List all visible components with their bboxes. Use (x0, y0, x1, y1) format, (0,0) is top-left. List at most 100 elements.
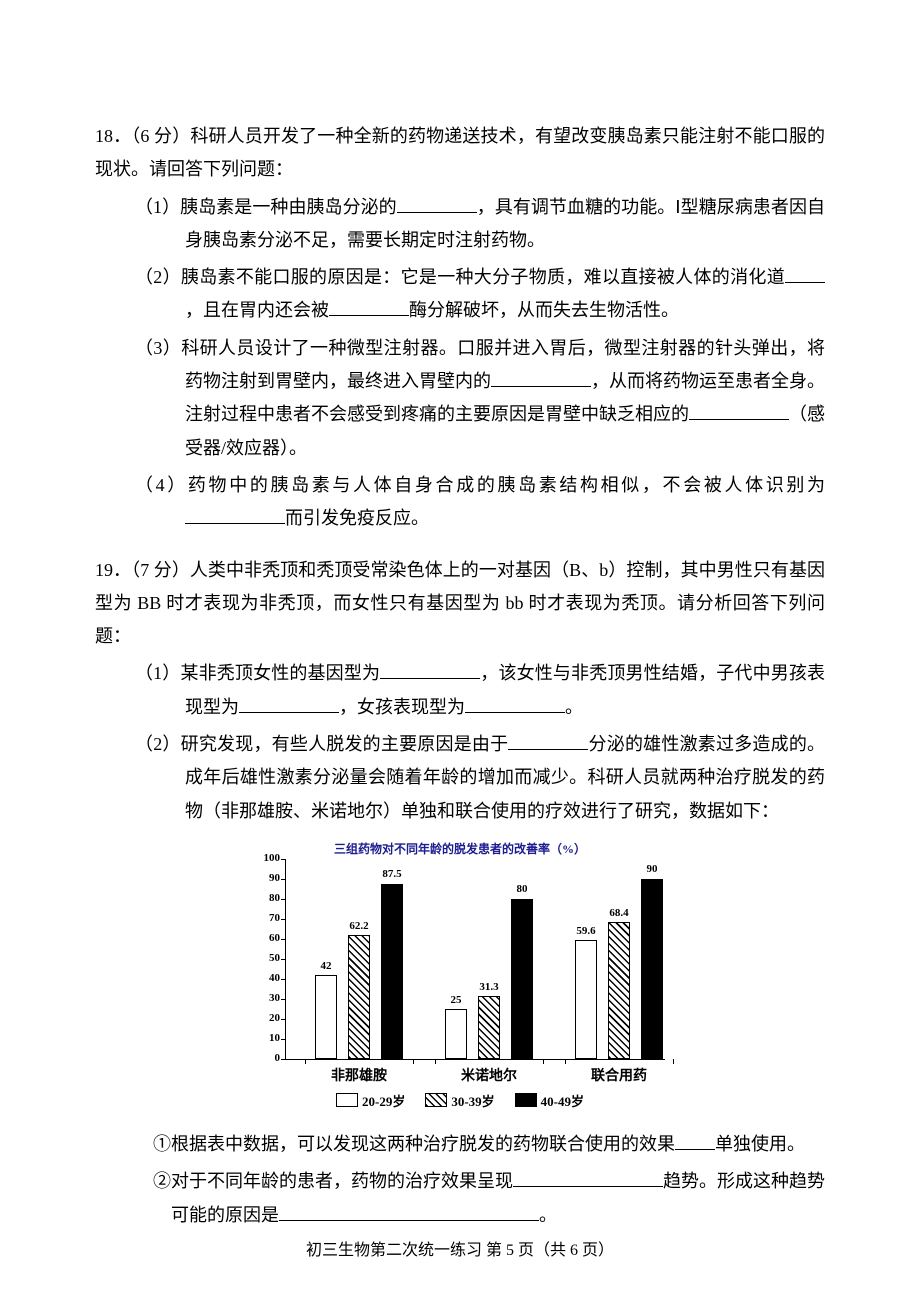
chart-title: 三组药物对不同年龄的脱发患者的改善率（%） (245, 840, 675, 857)
bar: 25 (445, 1009, 467, 1059)
x-tick (543, 1059, 544, 1064)
q19-s1: ①根据表中数据，可以发现这两种治疗脱发的药物联合使用的效果 单独使用。 (95, 1128, 825, 1161)
q18-p4-n: （4） (135, 475, 188, 495)
bar: 42 (315, 975, 337, 1059)
blank (785, 264, 825, 283)
y-tick (281, 899, 286, 900)
q19-s1-n: ① (153, 1134, 171, 1154)
chart-plot: 01020304050607080901004262.287.5非那雄胺2531… (245, 859, 675, 1089)
q18-p1: （1）胰岛素是一种由胰岛分泌的，具有调节血糖的功能。Ⅰ型糖尿病患者因自身胰岛素分… (95, 191, 825, 258)
bar-value-label: 62.2 (349, 920, 368, 932)
q19-p2-a: 研究发现，有些人脱发的主要原因是由于 (181, 734, 509, 754)
blank (279, 1202, 539, 1221)
blank (380, 660, 480, 679)
q19-p2-n: （2） (135, 734, 181, 754)
q18-points: 6 分 (140, 126, 172, 146)
q19-p1: （1）某非秃顶女性的基因型为，该女性与非秃顶男性结婚，子代中男孩表现型为，女孩表… (95, 657, 825, 724)
legend-swatch (425, 1093, 447, 1107)
q18-stem: 科研人员开发了一种全新的药物递送技术，有望改变胰岛素只能注射不能口服的现状。请回… (95, 126, 825, 179)
legend-label: 30-39岁 (451, 1091, 494, 1110)
q19-p1-c: ，女孩表现型为 (339, 697, 465, 717)
y-tick-label: 80 (245, 892, 280, 904)
blank (185, 505, 285, 524)
q18-p3-n: （3） (135, 338, 181, 358)
y-tick (281, 1059, 286, 1060)
y-tick (281, 939, 286, 940)
blank (491, 368, 591, 387)
q18-p3: （3）科研人员设计了一种微型注射器。口服并进入胃后，微型注射器的针头弹出，将药物… (95, 332, 825, 465)
y-tick (281, 959, 286, 960)
category-label: 米诺地尔 (445, 1065, 533, 1085)
q18-p2-a: 胰岛素不能口服的原因是：它是一种大分子物质，难以直接被人体的消化道 (181, 267, 785, 287)
q19-s1-b: 单独使用。 (715, 1134, 805, 1154)
page: 18．（6 分）科研人员开发了一种全新的药物递送技术，有望改变胰岛素只能注射不能… (0, 0, 920, 1300)
q18-p2-c: 酶分解破坏，从而失去生物活性。 (409, 300, 679, 320)
legend-swatch (336, 1093, 358, 1107)
chart-legend: 20-29岁 30-39岁 40-49岁 (245, 1091, 675, 1110)
q19-stem: 人类中非秃顶和秃顶受常染色体上的一对基因（B、b）控制，其中男性只有基因型为 B… (95, 560, 825, 647)
q19-s2-c: 。 (539, 1205, 557, 1225)
blank (675, 1131, 715, 1150)
y-tick (281, 999, 286, 1000)
x-tick (565, 1059, 566, 1064)
bar: 62.2 (348, 935, 370, 1059)
q19-s2-n: ② (153, 1171, 171, 1191)
q18-p4-b: 而引发免疫反应。 (285, 508, 429, 528)
bar: 68.4 (608, 922, 630, 1059)
blank (508, 731, 588, 750)
bar-value-label: 25 (451, 994, 462, 1006)
q18-head: 18．（6 分）科研人员开发了一种全新的药物递送技术，有望改变胰岛素只能注射不能… (95, 120, 825, 187)
y-tick (281, 879, 286, 880)
legend-label: 20-29岁 (362, 1091, 405, 1110)
q18-p2-b: ，且在胃内还会被 (185, 300, 329, 320)
blank (239, 694, 339, 713)
blank (329, 297, 409, 316)
q19-points: 7 分 (140, 560, 172, 580)
blank (689, 401, 789, 420)
legend-item: 30-39岁 (425, 1091, 494, 1110)
bar-group: 25 31.3 80 (445, 859, 533, 1059)
bar-group: 42 62.2 87.5 (315, 859, 403, 1059)
page-footer: 初三生物第二次统一练习 第 5 页（共 6 页） (0, 1236, 920, 1260)
y-tick-label: 90 (245, 872, 280, 884)
category-label: 联合用药 (575, 1065, 663, 1085)
y-tick-label: 60 (245, 932, 280, 944)
blank (465, 694, 565, 713)
y-tick-label: 10 (245, 1032, 280, 1044)
x-tick (673, 1059, 674, 1064)
bar: 80 (511, 899, 533, 1059)
y-tick-label: 100 (245, 852, 280, 864)
q19-s2: ②对于不同年龄的患者，药物的治疗效果呈现趋势。形成这种趋势可能的原因是。 (95, 1165, 825, 1232)
q18-p1-n: （1） (135, 197, 180, 217)
legend-label: 40-49岁 (541, 1091, 584, 1110)
bar: 87.5 (381, 884, 403, 1059)
blank (513, 1168, 663, 1187)
q19-p1-d: 。 (565, 697, 583, 717)
bar-value-label: 31.3 (479, 981, 498, 993)
bar-group: 59.6 68.4 90 (575, 859, 663, 1059)
bar: 59.6 (575, 940, 597, 1059)
q18-number: 18 (95, 126, 113, 146)
y-tick-label: 30 (245, 992, 280, 1004)
x-tick (413, 1059, 414, 1064)
q18-p4-a: 药物中的胰岛素与人体自身合成的胰岛素结构相似，不会被人体识别为 (188, 475, 825, 495)
blank (397, 194, 477, 213)
y-tick-label: 70 (245, 912, 280, 924)
q18-p2-n: （2） (135, 267, 181, 287)
q19-s1-a: 根据表中数据，可以发现这两种治疗脱发的药物联合使用的效果 (171, 1134, 675, 1154)
y-tick (281, 919, 286, 920)
y-tick-label: 40 (245, 972, 280, 984)
q18-p1-a: 胰岛素是一种由胰岛分泌的 (180, 197, 397, 217)
legend-swatch (515, 1093, 537, 1107)
x-axis (285, 1059, 665, 1060)
bar-value-label: 90 (647, 863, 658, 875)
bar-value-label: 80 (517, 883, 528, 895)
q19-p1-a: 某非秃顶女性的基因型为 (180, 663, 380, 683)
q19-head: 19．（7 分）人类中非秃顶和秃顶受常染色体上的一对基因（B、b）控制，其中男性… (95, 554, 825, 654)
y-tick (281, 1039, 286, 1040)
x-tick (435, 1059, 436, 1064)
q19-p2: （2）研究发现，有些人脱发的主要原因是由于分泌的雄性激素过多造成的。成年后雄性激… (95, 728, 825, 828)
bar-value-label: 68.4 (609, 907, 628, 919)
y-tick (281, 1019, 286, 1020)
y-tick (281, 859, 286, 860)
